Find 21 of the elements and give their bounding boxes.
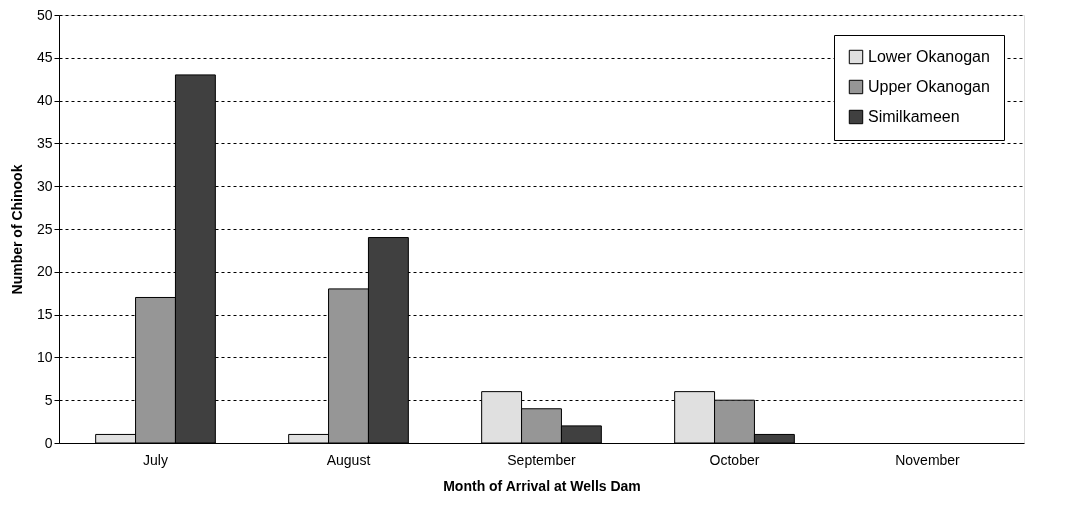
x-tick-label: November [895,451,961,468]
y-axis-title: Number of Chinook [8,164,25,295]
x-tick-label: October [709,451,760,468]
y-tick-label: 40 [36,92,53,109]
x-tick-label: September [507,451,577,468]
y-tick-label: 35 [36,134,53,151]
y-tick-label: 0 [44,434,53,451]
y-tick-label: 50 [36,6,53,23]
y-tick-label: 5 [44,391,53,408]
legend-label: Upper Okanogan [868,78,990,95]
y-tick-label: 45 [36,49,53,66]
y-tick-label: 20 [36,263,53,280]
legend-label: Similkameen [868,108,960,125]
y-tick-label: 15 [36,306,53,323]
y-tick-label: 30 [36,177,53,194]
x-tick-label: August [326,451,371,468]
x-tick-label: July [143,451,168,468]
y-tick-label: 25 [36,220,53,237]
legend-label: Lower Okanogan [868,48,990,65]
y-tick-label: 10 [36,348,53,365]
x-axis-title: Month of Arrival at Wells Dam [443,477,641,494]
